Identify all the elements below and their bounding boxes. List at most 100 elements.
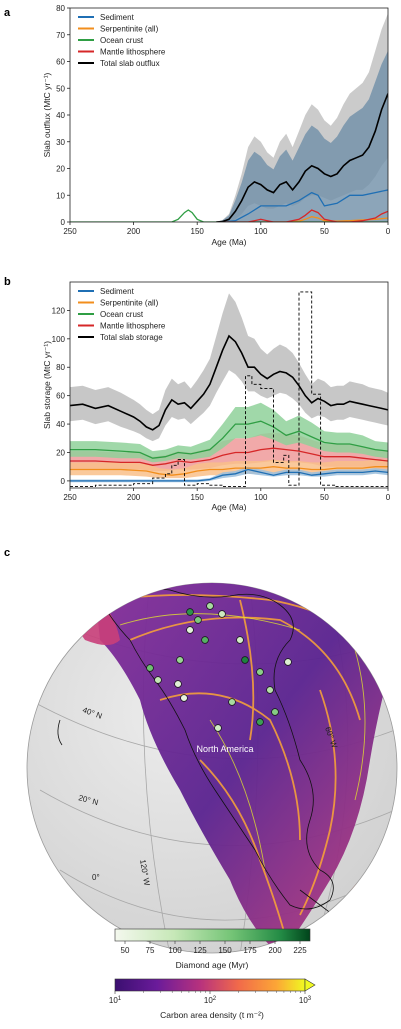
panel-b-letter: b [4,276,11,288]
carbon-density-tick-label: 101 [109,996,122,1005]
a-x-tick-label: 250 [63,227,77,236]
b-line-total-slab-storage [70,334,388,431]
diamond-site [206,602,214,610]
legend-entry-mantle-lithosphere: Mantle lithosphere [100,322,166,331]
a-x-tick-label: 50 [320,227,329,236]
diamond-age-tick-label: 175 [243,946,257,955]
panel-a-y-axis-label: Slab outflux (MtC yr⁻¹) [42,72,52,157]
diamond-site [218,610,226,618]
diamond-age-tick-label: 75 [146,946,155,955]
b-y-tick-label: 20 [56,448,65,457]
panel-a-x-axis-label: Age (Ma) [212,237,247,247]
diamond-site [228,698,236,706]
diamond-site [194,616,202,624]
b-line-sediment [70,468,388,482]
diamond-age-tick-label: 125 [193,946,207,955]
b-x-tick-label: 100 [254,493,268,502]
legend-entry-total-slab-storage: Total slab storage [100,333,163,342]
carbon-density-colorbar-label: Carbon area density (t m⁻²) [160,1010,264,1020]
a-y-tick-label: 20 [56,165,65,174]
panel-a-letter: a [4,7,11,19]
a-line-total-slab-outflux [216,93,388,222]
a-x-tick-label: 0 [386,227,391,236]
diamond-site [174,680,182,688]
diamond-age-colorbar-label: Diamond age (Myr) [176,960,249,970]
diamond-site [180,694,188,702]
diamond-site [241,656,249,664]
b-y-tick-label: 120 [52,306,66,315]
panel-a-chart: 250 200 150 100 50 0 0 10 20 30 40 50 60 70 80 Sedimen… [56,4,391,236]
b-line-serpentinite-all [70,466,388,476]
diamond-site [256,668,264,676]
a-x-tick-label: 100 [254,227,268,236]
legend-entry-sediment: Sediment [100,287,135,296]
diamond-age-tick-label: 150 [218,946,232,955]
b-y-tick-label: 0 [61,477,66,486]
diamond-site [266,686,274,694]
a-y-tick-label: 0 [61,218,66,227]
b-y-tick-label: 40 [56,420,65,429]
b-line-ocean-crust [70,420,388,459]
diamond-age-tick-label: 100 [168,946,182,955]
b-line-dashed-step [70,291,388,488]
diamond-sites [146,602,292,732]
diamond-site [214,724,222,732]
panel-b-legend: Sediment Serpentinite (all) Ocean crust Man… [78,287,166,342]
diamond-age-tick-label: 225 [293,946,307,955]
diamond-site [186,626,194,634]
a-x-tick-label: 200 [127,227,141,236]
diamond-site [201,636,209,644]
legend-entry-sediment: Sediment [100,13,135,22]
diamond-site [154,676,162,684]
diamond-age-tick-label: 200 [268,946,282,955]
carbon-density-colorbar: 101 102 103 Carbon area density (t m⁻²) [109,978,316,1020]
a-y-tick-label: 10 [56,191,65,200]
panel-b-y-axis-label: Slab storage (MtC yr⁻¹) [42,341,52,429]
diamond-site [256,718,264,726]
a-line-mantle-lithosphere [222,209,388,222]
legend-entry-ocean-crust: Ocean crust [100,310,144,319]
b-y-tick-label: 80 [56,363,65,372]
legend-entry-mantle-lithosphere: Mantle lithosphere [100,48,166,57]
a-line-sediment [222,189,388,222]
diamond-site [186,608,194,616]
legend-entry-serpentinite-all: Serpentinite (all) [100,25,159,34]
b-y-tick-label: 60 [56,392,65,401]
a-y-tick-label: 30 [56,138,65,147]
panel-c-letter: c [4,547,10,559]
a-y-tick-label: 80 [56,4,65,13]
a-line-ocean-crust [70,209,388,222]
globe: 40° N 20° N 0° 120° W 60° W North Americ… [26,582,398,954]
diamond-site [176,656,184,664]
b-x-tick-label: 200 [127,493,141,502]
a-y-tick-label: 40 [56,111,65,120]
panel-a-legend: Sediment Serpentinite (all) Ocean crust Man… [78,13,166,68]
map-label-north-america: North America [196,744,253,754]
a-y-tick-label: 60 [56,58,65,67]
diamond-age-colorbar: 50 75 100 125 150 175 200 225 Diamond age (Myr) [114,928,311,970]
carbon-density-tick-label: 103 [299,996,312,1005]
a-x-tick-label: 150 [191,227,205,236]
b-x-tick-label: 50 [320,493,329,502]
diamond-site [146,664,154,672]
carbon-density-tick-label: 102 [204,996,217,1005]
b-x-tick-label: 250 [63,493,77,502]
diamond-age-tick-label: 50 [121,946,130,955]
legend-entry-serpentinite-all: Serpentinite (all) [100,299,159,308]
b-x-tick-label: 0 [386,493,391,502]
b-line-mantle-lithosphere [70,447,388,466]
graticule-label-0: 0° [92,873,100,882]
b-y-tick-label: 100 [52,335,66,344]
panel-b-x-axis-label: Age (Ma) [212,502,247,512]
b-band-total-slab-storage [70,293,388,442]
diamond-site [271,708,279,716]
a-line-serpentinite-all [260,216,388,222]
diamond-site [236,636,244,644]
legend-entry-total-slab-outflux: Total slab outflux [100,59,160,68]
a-band-total-inner [216,50,388,222]
b-x-tick-label: 150 [191,493,205,502]
b-frame [69,281,389,489]
legend-entry-ocean-crust: Ocean crust [100,36,144,45]
a-y-tick-label: 70 [56,31,65,40]
